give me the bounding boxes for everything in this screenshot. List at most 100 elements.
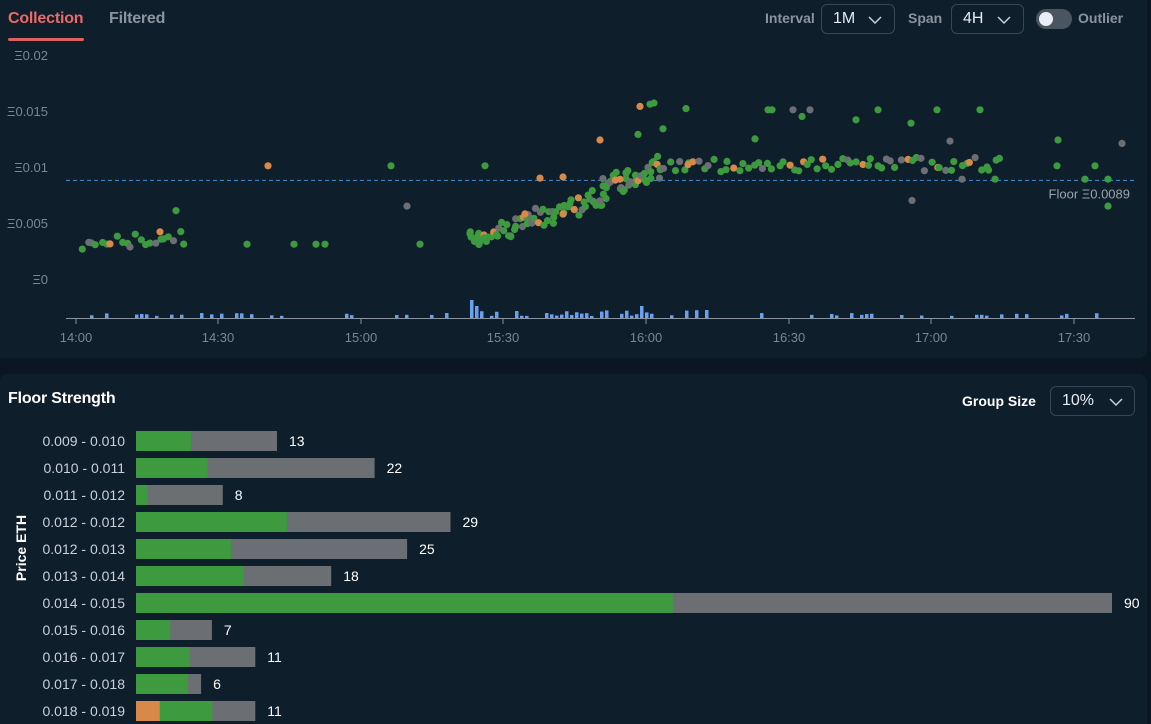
volume-bar: [590, 315, 594, 318]
volume-bar: [865, 314, 869, 318]
volume-bar: [760, 313, 764, 318]
volume-bar: [670, 315, 674, 318]
sale-point: [552, 208, 560, 216]
volume-bar: [445, 313, 449, 318]
volume-bar: [405, 314, 409, 318]
bar-value-label: 90: [1124, 595, 1140, 611]
sale-point: [500, 227, 508, 235]
volume-bar: [220, 313, 224, 318]
volume-bar: [555, 315, 559, 318]
sale-point: [891, 163, 899, 171]
sale-point: [676, 158, 684, 166]
x-tick-label: 16:30: [773, 330, 806, 345]
bar-value-label: 8: [235, 487, 243, 503]
bar-green-segment: [136, 566, 244, 586]
sale-point: [588, 187, 596, 195]
volume-bar: [170, 314, 174, 318]
sale-point: [1053, 162, 1061, 170]
section-title: Floor Strength: [8, 390, 116, 407]
sale-point: [180, 240, 188, 248]
sale-point: [671, 167, 680, 175]
sale-point: [942, 166, 950, 174]
sale-point: [928, 158, 936, 166]
volume-bar: [250, 314, 254, 318]
sale-point: [530, 214, 538, 222]
volume-bar: [550, 314, 554, 318]
sale-point: [106, 240, 114, 248]
sale-point: [710, 155, 718, 163]
sale-point: [612, 168, 620, 176]
sale-point: [312, 240, 320, 248]
bar-value-label: 11: [267, 649, 282, 665]
sale-point: [991, 175, 999, 183]
bar-green-segment: [136, 539, 231, 559]
volume-bar: [980, 314, 984, 318]
sale-point: [624, 167, 632, 175]
y-tick-label: Ξ0.01: [14, 160, 48, 175]
volume-bar: [200, 313, 204, 318]
volume-bar: [600, 311, 604, 318]
volume-bar: [870, 313, 874, 318]
bar-green-segment: [159, 701, 213, 721]
sale-point: [1104, 202, 1112, 210]
interval-value: 1M: [833, 10, 856, 27]
toggle-knob: [1039, 12, 1053, 26]
sale-point: [131, 230, 139, 238]
price-range-label: 0.015 - 0.016: [42, 622, 125, 638]
sale-point: [416, 240, 424, 248]
sale-point: [874, 106, 882, 114]
volume-bar: [850, 313, 854, 318]
price-range-label: 0.011 - 0.012: [44, 487, 126, 503]
volume-bar: [810, 314, 814, 318]
sale-point: [321, 240, 329, 248]
volume-bar: [475, 306, 479, 318]
sale-point: [722, 166, 730, 174]
outlier-toggle[interactable]: [1036, 9, 1072, 29]
sale-point: [995, 154, 1004, 162]
price-range-label: 0.013 - 0.014: [42, 568, 125, 584]
sale-point: [695, 157, 703, 165]
sale-point: [864, 161, 873, 169]
group-size-select[interactable]: 10%: [1050, 386, 1135, 416]
tab-filtered[interactable]: Filtered: [109, 10, 166, 27]
x-tick-label: 17:30: [1058, 330, 1091, 345]
volume-bar: [580, 313, 584, 318]
sale-point: [620, 186, 628, 194]
sale-point: [682, 105, 690, 113]
sale-point: [827, 165, 836, 173]
bar-green-segment: [136, 620, 171, 640]
sale-point: [659, 164, 668, 173]
sale-point: [723, 157, 731, 165]
volume-bar: [1095, 313, 1099, 318]
volume-bar: [180, 314, 184, 318]
sale-point: [786, 161, 794, 169]
volume-bar: [350, 315, 354, 318]
bar-value-label: 7: [224, 622, 232, 638]
sale-point: [667, 158, 675, 166]
span-label: Span: [908, 10, 943, 26]
span-value: 4H: [963, 10, 984, 27]
volume-bar: [635, 314, 639, 318]
sale-point: [636, 102, 644, 110]
sale-point: [156, 228, 164, 236]
tab-collection[interactable]: Collection: [8, 10, 84, 27]
sale-point: [684, 161, 692, 169]
volume-bar: [155, 315, 159, 318]
sale-point: [654, 152, 662, 160]
sale-point: [950, 158, 958, 166]
x-tick-label: 15:30: [487, 330, 520, 345]
interval-select[interactable]: 1M: [821, 4, 895, 34]
sale-point: [965, 158, 974, 167]
volume-bar: [1015, 313, 1019, 318]
price-scatter-chart: Ξ0.02 Ξ0.015 Ξ0.01 Ξ0.005 Ξ0 14:00 14:30 15:00 1…: [7, 48, 1135, 345]
sale-point: [806, 106, 814, 114]
sale-point: [897, 156, 906, 164]
bar-value-label: 18: [343, 568, 359, 584]
sale-point: [859, 160, 867, 169]
sale-point: [531, 204, 540, 212]
volume-bar: [650, 313, 654, 318]
volume-bar: [545, 313, 549, 318]
sale-point: [946, 137, 954, 145]
span-select[interactable]: 4H: [951, 4, 1024, 34]
sale-point: [736, 167, 744, 175]
